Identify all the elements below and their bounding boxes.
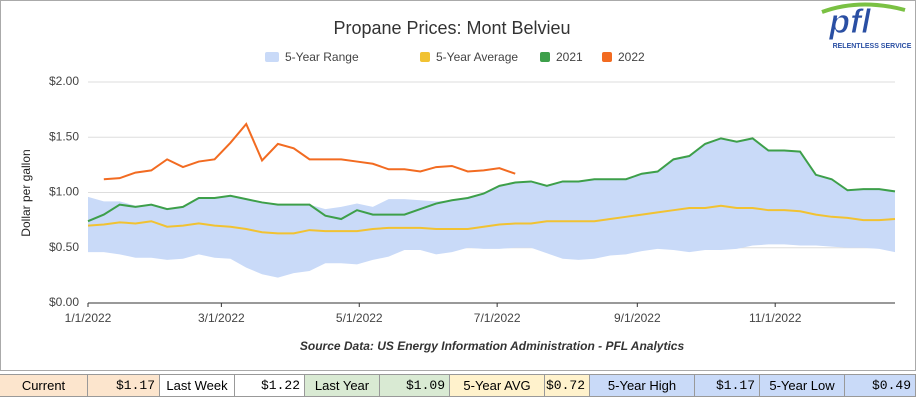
y-tick-label: $1.00 [49,185,79,199]
legend-swatch [540,52,550,62]
summary-value: $1.09 [380,374,450,397]
summary-value: $1.22 [235,374,305,397]
summary-value: $1.17 [695,374,760,397]
summary-table: Current $1.17 Last Week $1.22 Last Year $1.09… [0,374,916,397]
y-axis-label: Dollar per gallon [19,149,33,236]
legend-label: 5-Year Average [436,50,518,64]
summary-value: $1.17 [88,374,160,397]
x-tick-label: 3/1/2022 [198,311,245,325]
series-line [103,122,516,181]
y-tick-label: $2.00 [49,74,79,88]
summary-label: Last Week [160,374,235,397]
x-tick-label: 11/1/2022 [749,311,802,325]
legend-label: 5-Year Range [285,50,359,64]
chart: Propane Prices: Mont Belvieu Dollar per … [0,0,916,371]
summary-label: 5-Year AVG [450,374,545,397]
legend-label: 2022 [618,50,645,64]
logo-tagline: RELENTLESS SERVICE [833,43,912,50]
legend-swatch [265,52,279,62]
legend-swatch [420,52,430,62]
summary-label: 5-Year Low [760,374,845,397]
series-line [87,137,896,223]
chart-title: Propane Prices: Mont Belvieu [333,18,570,38]
x-tick-label: 7/1/2022 [474,311,521,325]
legend-swatch [602,52,612,62]
summary-value: $0.72 [545,374,590,397]
x-tick-label: 5/1/2022 [336,311,383,325]
y-tick-label: $1.50 [49,129,79,143]
series-line [87,204,896,235]
summary-label: Last Year [305,374,380,397]
x-tick-label: 1/1/2022 [65,311,112,325]
logo-swoosh [821,2,906,14]
source-note: Source Data: US Energy Information Admin… [300,339,685,353]
legend-label: 2021 [556,50,583,64]
y-tick-label: $0.00 [49,295,79,309]
summary-label: 5-Year High [590,374,695,397]
range-area [88,138,895,278]
summary-value: $0.49 [845,374,916,397]
summary-label: Current [0,374,88,397]
x-tick-label: 9/1/2022 [614,311,661,325]
y-tick-label: $0.50 [49,240,79,254]
